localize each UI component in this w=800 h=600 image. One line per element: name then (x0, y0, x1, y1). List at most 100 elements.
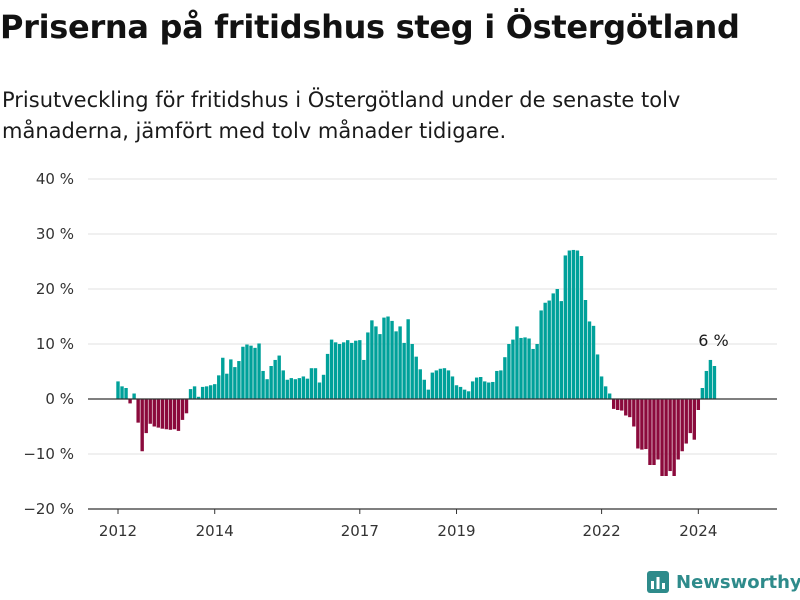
chart-title: Priserna på fritidshus steg i Östergötla… (0, 8, 740, 46)
bar (269, 366, 273, 399)
bar (442, 368, 447, 399)
bar (487, 382, 491, 399)
bar (277, 355, 281, 399)
bar (192, 386, 197, 399)
newsworthy-logo-icon (647, 571, 669, 593)
brand-name: Newsworthy (676, 571, 800, 593)
x-tick-label: 2017 (341, 522, 379, 540)
bar (116, 381, 120, 399)
bar (241, 346, 245, 399)
bar (184, 399, 189, 414)
bar (418, 369, 422, 399)
bar (217, 375, 221, 399)
bar (595, 354, 600, 399)
bar (446, 370, 451, 399)
bar (620, 399, 624, 411)
bar-chart: −20 %−10 %0 %10 %20 %30 %40 % 2012 2014 20… (23, 170, 777, 540)
bar (390, 320, 394, 399)
bar (317, 382, 322, 399)
bar (309, 368, 314, 399)
bar (426, 389, 431, 399)
bar (410, 344, 414, 399)
bar (200, 386, 205, 399)
bar (341, 342, 346, 399)
bar (406, 319, 410, 399)
bar (495, 370, 499, 399)
bar (140, 399, 144, 452)
bar (265, 379, 269, 399)
bar (688, 399, 692, 434)
bar (281, 370, 285, 399)
bar (535, 344, 539, 399)
newsworthy-logo: Newsworthy (646, 570, 800, 594)
bar (273, 359, 277, 399)
y-tick-label: −20 % (23, 500, 74, 518)
bar (628, 399, 632, 418)
bar (523, 337, 527, 399)
bar (237, 361, 241, 399)
bar (293, 379, 298, 399)
bar (567, 250, 572, 399)
bar (450, 376, 455, 399)
bar (519, 337, 523, 399)
bar (350, 342, 354, 399)
bar (479, 377, 483, 399)
bar (414, 356, 418, 399)
bar (680, 399, 684, 452)
bar (394, 331, 398, 399)
bar (132, 393, 136, 399)
bar (221, 357, 225, 399)
bar (249, 345, 253, 399)
bar (640, 399, 644, 450)
bar (458, 386, 463, 399)
y-axis-ticks: −20 % −10 % 0 % 10 % 20 % 30 % 40 % (23, 170, 74, 518)
bar (551, 293, 555, 399)
bar (346, 340, 350, 399)
axes (88, 398, 777, 510)
bar (491, 381, 495, 399)
bar (172, 399, 177, 430)
bar (386, 316, 390, 399)
bar (684, 399, 688, 444)
bar (301, 376, 306, 399)
bar (333, 342, 338, 399)
bar (644, 399, 648, 450)
bar (438, 368, 443, 399)
bar (603, 386, 608, 399)
bar (362, 359, 366, 399)
bar (547, 300, 551, 399)
bar (337, 344, 342, 399)
bar (120, 386, 124, 399)
y-tick-label: 20 % (36, 280, 74, 298)
bar (527, 338, 531, 399)
bar (354, 340, 358, 399)
bar (253, 347, 257, 399)
bar (370, 320, 374, 399)
bar (624, 399, 628, 416)
bar (474, 377, 479, 399)
bar (579, 256, 584, 399)
bar (164, 399, 169, 430)
bar (563, 255, 568, 399)
y-tick-label: 0 % (45, 390, 74, 408)
bar (454, 385, 459, 399)
bar (543, 302, 547, 399)
bar (305, 378, 310, 399)
bar (196, 396, 201, 399)
bars (116, 249, 717, 476)
bar (257, 343, 261, 399)
bar (358, 340, 362, 399)
bar (672, 399, 676, 476)
bar (225, 373, 229, 399)
bar (676, 399, 680, 460)
bar (136, 399, 140, 423)
bar (656, 399, 660, 460)
bar (696, 399, 701, 410)
bar (204, 386, 209, 399)
bar (692, 399, 696, 440)
bar (571, 249, 576, 399)
bar (378, 334, 382, 399)
bar (462, 389, 467, 399)
bar (188, 389, 193, 399)
bar (245, 344, 249, 399)
